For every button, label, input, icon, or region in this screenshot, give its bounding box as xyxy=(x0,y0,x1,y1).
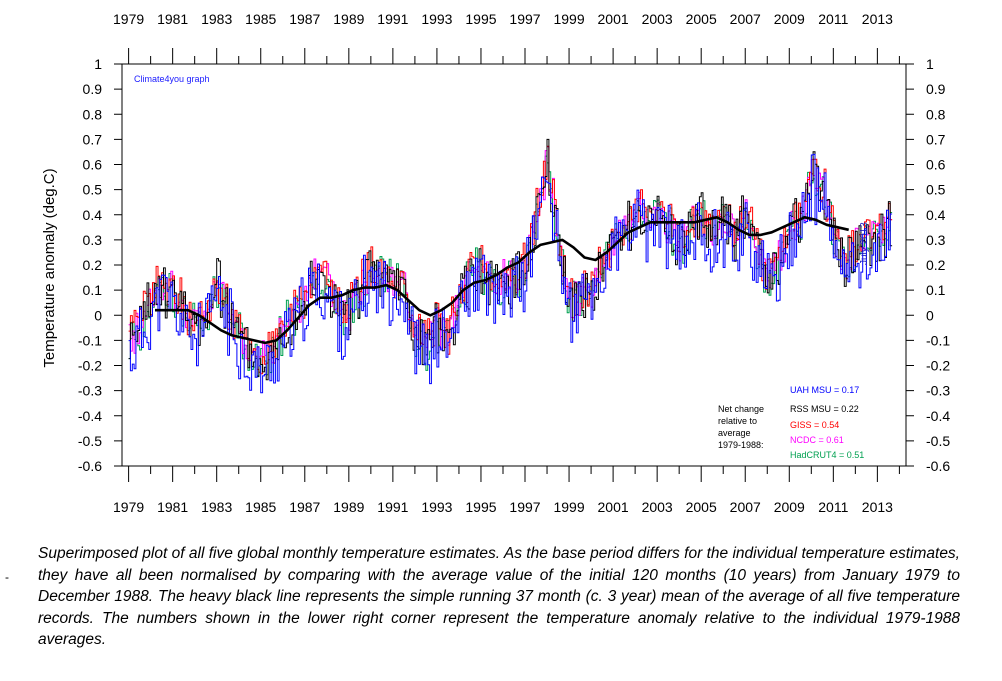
series-giss xyxy=(128,145,893,375)
x-tick-label-top: 1997 xyxy=(509,11,540,27)
net-change-line-4: 1979-1988: xyxy=(718,440,764,450)
x-tick-label-top: 1987 xyxy=(289,11,320,27)
y-tick-label-left: 0.8 xyxy=(83,106,103,122)
x-tick-label-bottom: 1995 xyxy=(465,499,496,515)
label-layer: 1 1 0.9 0.9 0.8 0.8 0.7 0.7 0.6 0.6 0.5 0.5 0.4 0.4 0.… xyxy=(78,11,950,515)
net-change-line-3: average xyxy=(718,428,751,438)
x-tick-label-bottom: 1979 xyxy=(113,499,144,515)
watermark-label: Climate4you graph xyxy=(134,74,210,84)
x-tick-label-bottom: 1985 xyxy=(245,499,276,515)
y-tick-label-left: -0.2 xyxy=(78,358,102,374)
x-tick-label-top: 1995 xyxy=(465,11,496,27)
y-tick-label-left: -0.6 xyxy=(78,458,102,474)
x-tick-label-bottom: 1991 xyxy=(377,499,408,515)
x-tick-label-bottom: 1999 xyxy=(553,499,584,515)
y-tick-label-right: 0.5 xyxy=(926,182,946,198)
legend-uah: UAH MSU = 0.17 xyxy=(790,385,859,395)
x-tick-label-top: 2009 xyxy=(774,11,805,27)
y-tick-label-right: 1 xyxy=(926,56,934,72)
x-tick-label-top: 1993 xyxy=(421,11,452,27)
x-tick-label-bottom: 1981 xyxy=(157,499,188,515)
x-tick-label-bottom: 2009 xyxy=(774,499,805,515)
y-tick-label-right: 0.7 xyxy=(926,131,946,147)
plot-frame xyxy=(114,48,914,482)
y-tick-label-left: 0.7 xyxy=(83,131,103,147)
x-tick-label-top: 2001 xyxy=(598,11,629,27)
legend-ncdc: NCDC = 0.61 xyxy=(790,435,844,445)
y-tick-label-left: -0.1 xyxy=(78,332,102,348)
y-tick-label-left: 0 xyxy=(94,307,102,323)
date-label: July 2013 xyxy=(859,222,870,265)
x-tick-label-top: 1979 xyxy=(113,11,144,27)
x-tick-label-bottom: 2013 xyxy=(862,499,893,515)
x-tick-label-top: 2007 xyxy=(730,11,761,27)
y-tick-label-right: -0.5 xyxy=(926,433,950,449)
temperature-chart: 1 1 0.9 0.9 0.8 0.8 0.7 0.7 0.6 0.6 0.5 0.5 0.4 0.4 0.… xyxy=(41,11,950,515)
y-tick-label-left: 0.6 xyxy=(83,157,103,173)
y-tick-label-right: -0.4 xyxy=(926,408,950,424)
y-tick-label-right: 0.6 xyxy=(926,157,946,173)
x-tick-label-top: 2011 xyxy=(818,11,848,27)
x-tick-label-top: 1985 xyxy=(245,11,276,27)
x-tick-label-top: 1983 xyxy=(201,11,232,27)
y-tick-label-left: 0.2 xyxy=(83,257,103,273)
x-tick-label-top: 2005 xyxy=(686,11,717,27)
y-tick-label-left: -0.3 xyxy=(78,383,102,399)
x-tick-label-bottom: 2011 xyxy=(818,499,848,515)
figure-caption: Superimposed plot of all five global mon… xyxy=(38,545,960,648)
series-uah-msu xyxy=(128,153,893,394)
y-tick-label-left: 0.5 xyxy=(83,182,103,198)
running-mean-line xyxy=(155,216,849,345)
y-tick-label-left: 0.1 xyxy=(83,282,103,298)
running-mean-layer xyxy=(155,216,849,345)
legend-rss: RSS MSU = 0.22 xyxy=(790,404,859,414)
x-tick-label-bottom: 2005 xyxy=(686,499,717,515)
x-tick-label-bottom: 2001 xyxy=(598,499,629,515)
y-tick-label-right: 0.2 xyxy=(926,257,946,273)
y-tick-label-right: 0.8 xyxy=(926,106,946,122)
y-tick-label-left: -0.5 xyxy=(78,433,102,449)
x-tick-label-top: 1989 xyxy=(333,11,364,27)
net-change-line-1: Net change xyxy=(718,404,764,414)
series-layer xyxy=(128,138,893,394)
y-tick-label-right: 0.3 xyxy=(926,232,946,248)
x-tick-label-top: 2003 xyxy=(642,11,673,27)
y-axis-label: Temperature anomaly (deg.C) xyxy=(41,168,58,367)
x-tick-label-top: 1981 xyxy=(157,11,188,27)
legend-hadcrut: HadCRUT4 = 0.51 xyxy=(790,450,864,460)
y-tick-label-left: 0.4 xyxy=(83,207,103,223)
x-tick-label-bottom: 1993 xyxy=(421,499,452,515)
y-tick-label-right: 0.9 xyxy=(926,81,946,97)
y-tick-label-right: -0.3 xyxy=(926,383,950,399)
x-tick-label-bottom: 2007 xyxy=(730,499,761,515)
y-tick-label-right: 0.1 xyxy=(926,282,946,298)
series-ncdc xyxy=(128,146,893,364)
y-tick-label-right: 0 xyxy=(926,307,934,323)
x-tick-label-bottom: 2003 xyxy=(642,499,673,515)
x-tick-label-bottom: 1989 xyxy=(333,499,364,515)
net-change-legend: Net change relative to average 1979-1988… xyxy=(718,385,864,460)
y-tick-label-right: 0.4 xyxy=(926,207,946,223)
y-tick-label-right: -0.1 xyxy=(926,332,950,348)
y-tick-label-left: 0.9 xyxy=(83,81,103,97)
net-change-line-2: relative to xyxy=(718,416,757,426)
left-dash-mark: - xyxy=(5,570,9,584)
x-tick-label-top: 1999 xyxy=(553,11,584,27)
legend-giss: GISS = 0.54 xyxy=(790,420,839,430)
x-tick-label-bottom: 1997 xyxy=(509,499,540,515)
y-tick-label-left: 1 xyxy=(94,56,102,72)
y-tick-label-left: -0.4 xyxy=(78,408,102,424)
y-tick-label-right: -0.2 xyxy=(926,358,950,374)
y-tick-label-right: -0.6 xyxy=(926,458,950,474)
x-tick-label-bottom: 1987 xyxy=(289,499,320,515)
y-tick-label-left: 0.3 xyxy=(83,232,103,248)
x-tick-label-top: 1991 xyxy=(377,11,408,27)
x-tick-label-bottom: 1983 xyxy=(201,499,232,515)
x-tick-label-top: 2013 xyxy=(862,11,893,27)
